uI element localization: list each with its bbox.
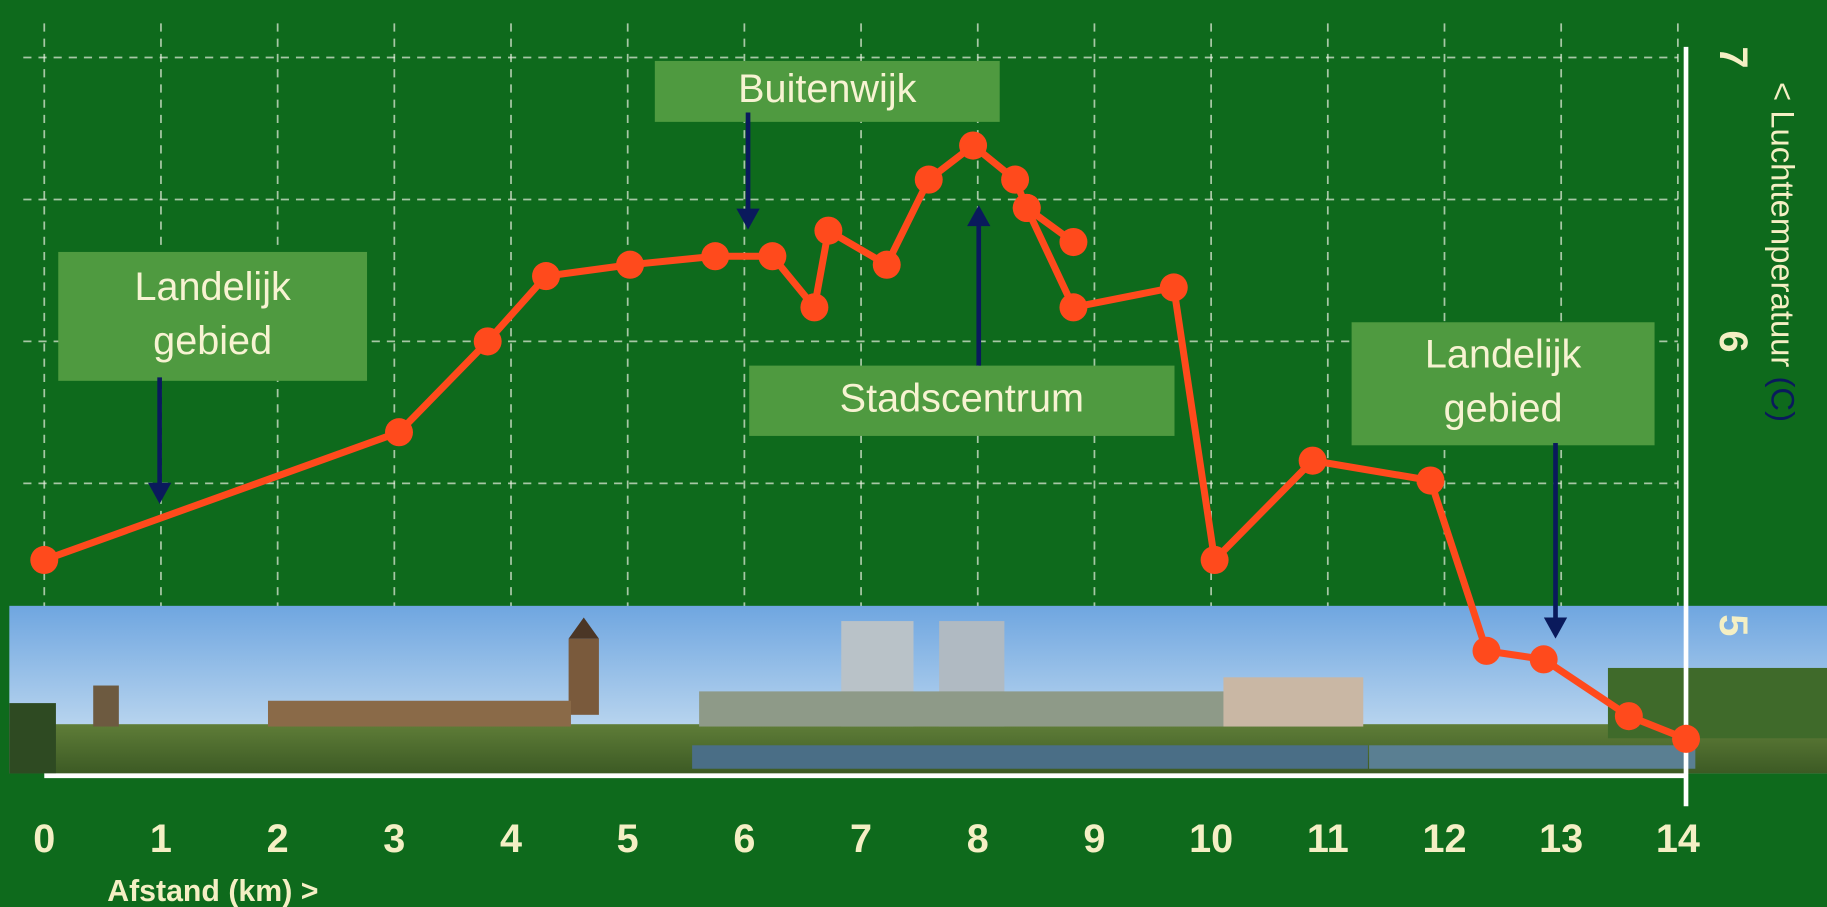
data-point <box>385 418 413 446</box>
data-point <box>1672 725 1700 753</box>
y-axis-label-unit: (C) <box>1765 376 1802 422</box>
chart: Afstand (km) > < Luchttemperatuur (C) La… <box>0 0 1827 907</box>
data-point <box>474 327 502 355</box>
data-point <box>30 546 58 574</box>
photo-apartments <box>1223 677 1363 726</box>
y-axis-label: < Luchttemperatuur (C) <box>1765 82 1802 422</box>
x-tick-label: 12 <box>1422 817 1466 861</box>
photo-trees <box>9 703 56 773</box>
data-point <box>1013 194 1041 222</box>
x-tick-label: 3 <box>383 817 405 861</box>
data-point <box>915 166 943 194</box>
data-point <box>1615 702 1643 730</box>
annotation-text: Landelijk <box>134 265 290 309</box>
x-tick-label: 14 <box>1656 817 1700 861</box>
y-axis-label-text: < Luchttemperatuur <box>1765 82 1802 367</box>
annotation-text: gebied <box>153 319 272 363</box>
x-tick-label: 0 <box>33 817 55 861</box>
data-point <box>1160 273 1188 301</box>
y-tick-label: 6 <box>1711 330 1755 352</box>
data-point <box>814 217 842 245</box>
data-point <box>873 251 901 279</box>
photo-water <box>692 745 1368 768</box>
data-point <box>758 242 786 270</box>
data-point <box>1299 447 1327 475</box>
x-tick-label: 6 <box>733 817 755 861</box>
annotation-text: Landelijk <box>1425 332 1581 376</box>
x-tick-label: 13 <box>1539 817 1583 861</box>
data-point <box>1001 166 1029 194</box>
y-tick-label: 7 <box>1711 46 1755 68</box>
x-tick-label: 10 <box>1189 817 1233 861</box>
data-point <box>1530 645 1558 673</box>
x-tick-label: 8 <box>967 817 989 861</box>
photo-church <box>569 639 599 715</box>
data-point <box>1059 293 1087 321</box>
x-tick-label: 4 <box>500 817 522 861</box>
data-point <box>1059 228 1087 256</box>
annotation-text: Buitenwijk <box>738 67 916 111</box>
data-point <box>701 242 729 270</box>
data-point <box>800 293 828 321</box>
photo-water <box>1369 745 1695 768</box>
photo-trees <box>1608 668 1827 738</box>
x-tick-label: 1 <box>150 817 172 861</box>
x-tick-label: 11 <box>1307 817 1349 861</box>
data-point <box>532 262 560 290</box>
data-point <box>1473 637 1501 665</box>
page: {"chart_data": { "type": "line", "x": [0… <box>0 0 1827 907</box>
photo-mill <box>93 686 119 727</box>
y-tick-label: 5 <box>1711 614 1755 636</box>
data-point <box>616 251 644 279</box>
photo-houses <box>268 701 571 727</box>
annotation-text: gebied <box>1444 386 1563 430</box>
data-point <box>1417 466 1445 494</box>
x-axis-label: Afstand (km) > <box>107 874 318 907</box>
x-tick-label: 2 <box>267 817 289 861</box>
data-point <box>959 131 987 159</box>
annotation-text: Stadscentrum <box>840 376 1084 420</box>
x-tick-label: 7 <box>850 817 872 861</box>
data-point <box>1201 546 1229 574</box>
x-tick-label: 9 <box>1083 817 1105 861</box>
x-tick-label: 5 <box>617 817 639 861</box>
